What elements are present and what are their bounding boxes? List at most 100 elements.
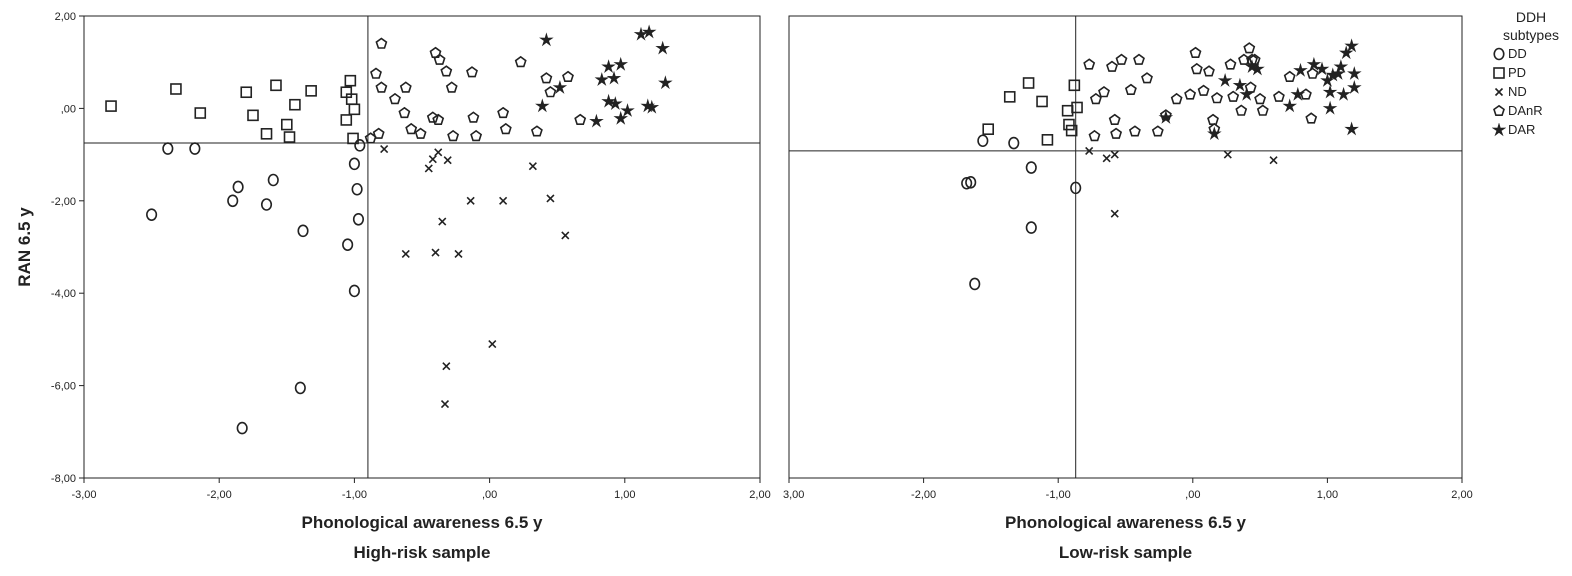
point-nd bbox=[1269, 156, 1278, 165]
point-dd bbox=[1070, 181, 1082, 195]
point-danr bbox=[540, 72, 553, 84]
point-dd bbox=[232, 180, 244, 194]
point-danr bbox=[414, 127, 427, 139]
series-dar bbox=[1158, 38, 1362, 141]
point-nd bbox=[434, 148, 443, 157]
point-pd bbox=[982, 123, 995, 135]
point-nd bbox=[528, 162, 537, 171]
point-pd bbox=[344, 74, 357, 87]
legend-item-pd: PD bbox=[1492, 63, 1570, 82]
legend-title-line1: DDH bbox=[1515, 9, 1547, 25]
point-nd bbox=[1110, 150, 1119, 159]
point-danr bbox=[1124, 83, 1137, 95]
point-nd bbox=[561, 231, 570, 240]
legend-marker bbox=[1493, 104, 1505, 116]
point-danr bbox=[574, 113, 587, 125]
point-dar bbox=[658, 75, 673, 90]
legend-marker bbox=[1492, 122, 1506, 136]
point-dd bbox=[1008, 136, 1020, 150]
point-nd bbox=[431, 248, 440, 257]
point-danr bbox=[1203, 65, 1215, 77]
point-dar bbox=[608, 96, 623, 110]
point-nd bbox=[438, 217, 447, 226]
point-danr bbox=[432, 113, 445, 125]
point-dar bbox=[1322, 100, 1338, 115]
point-dar bbox=[1330, 66, 1346, 80]
series-danr bbox=[1083, 42, 1319, 142]
point-dar bbox=[1336, 86, 1351, 101]
point-dar bbox=[1347, 66, 1362, 80]
point-dar bbox=[1322, 84, 1338, 99]
y-tick-label: ,00 bbox=[61, 103, 76, 115]
point-dar bbox=[655, 40, 670, 55]
point-danr bbox=[499, 122, 512, 135]
point-dd bbox=[162, 142, 174, 155]
x-tick-label: 2,00 bbox=[1451, 489, 1472, 501]
legend-label: DAnR bbox=[1508, 103, 1543, 118]
point-nd bbox=[424, 164, 433, 173]
point-pd bbox=[305, 85, 317, 97]
x-tick-label: -2,00 bbox=[911, 489, 936, 501]
legend-label: DD bbox=[1508, 46, 1527, 61]
point-nd bbox=[401, 249, 410, 258]
point-dar bbox=[1339, 45, 1354, 60]
point-pd bbox=[1003, 91, 1016, 103]
point-dar bbox=[1282, 98, 1298, 113]
point-dar bbox=[1250, 61, 1265, 76]
point-dd bbox=[260, 198, 273, 211]
point-dar bbox=[1344, 38, 1359, 53]
series-dd bbox=[961, 134, 1082, 291]
point-danr bbox=[1089, 92, 1102, 105]
point-dar bbox=[620, 103, 635, 117]
point-danr bbox=[1115, 53, 1128, 65]
point-dar bbox=[1239, 86, 1254, 101]
y-tick-label: 2,00 bbox=[55, 11, 76, 23]
point-pd bbox=[1068, 79, 1081, 92]
legend-marker bbox=[1493, 47, 1505, 60]
point-danr bbox=[470, 129, 483, 142]
series-pd bbox=[982, 77, 1083, 146]
x-axis-label: Phonological awareness 6.5 y bbox=[1005, 513, 1246, 532]
point-danr bbox=[1273, 90, 1285, 102]
point-dar bbox=[1344, 121, 1359, 136]
point-danr bbox=[1108, 113, 1121, 125]
x-axis-label: Phonological awareness 6.5 y bbox=[302, 513, 543, 532]
point-danr bbox=[1184, 88, 1197, 100]
point-nd bbox=[442, 362, 451, 371]
point-danr bbox=[447, 129, 460, 142]
point-danr bbox=[389, 92, 401, 105]
point-danr bbox=[405, 122, 418, 135]
point-pd bbox=[283, 131, 296, 143]
legend-item-danr: DAnR bbox=[1492, 101, 1570, 120]
x-tick-label: -2,00 bbox=[207, 489, 232, 501]
point-danr bbox=[514, 55, 527, 68]
point-pd bbox=[240, 86, 253, 99]
panel-caption: High-risk sample bbox=[354, 543, 491, 562]
point-dar bbox=[589, 113, 604, 128]
point-pd bbox=[194, 107, 207, 119]
point-danr bbox=[1197, 84, 1210, 96]
point-dd bbox=[965, 176, 977, 189]
legend-marker bbox=[1494, 87, 1504, 96]
point-danr bbox=[372, 127, 385, 139]
point-danr bbox=[1256, 104, 1269, 116]
legend-item-dar: DAR bbox=[1492, 120, 1570, 139]
x-tick-label: 2,00 bbox=[749, 489, 770, 501]
x-tick-label: -3,00 bbox=[71, 489, 96, 501]
point-pd bbox=[270, 79, 282, 92]
legend-label: DAR bbox=[1508, 122, 1536, 137]
plot-area bbox=[83, 15, 761, 479]
point-nd bbox=[380, 144, 389, 154]
legend-item-dd: DD bbox=[1492, 44, 1570, 63]
point-danr bbox=[562, 70, 574, 82]
point-pd bbox=[1065, 124, 1078, 137]
point-dar bbox=[613, 56, 629, 71]
point-dd bbox=[146, 208, 158, 221]
point-danr bbox=[375, 81, 388, 93]
point-danr bbox=[1243, 42, 1256, 54]
point-dar bbox=[633, 26, 649, 41]
point-danr bbox=[1306, 67, 1319, 79]
point-dar bbox=[1333, 59, 1349, 74]
point-dd bbox=[297, 224, 309, 238]
